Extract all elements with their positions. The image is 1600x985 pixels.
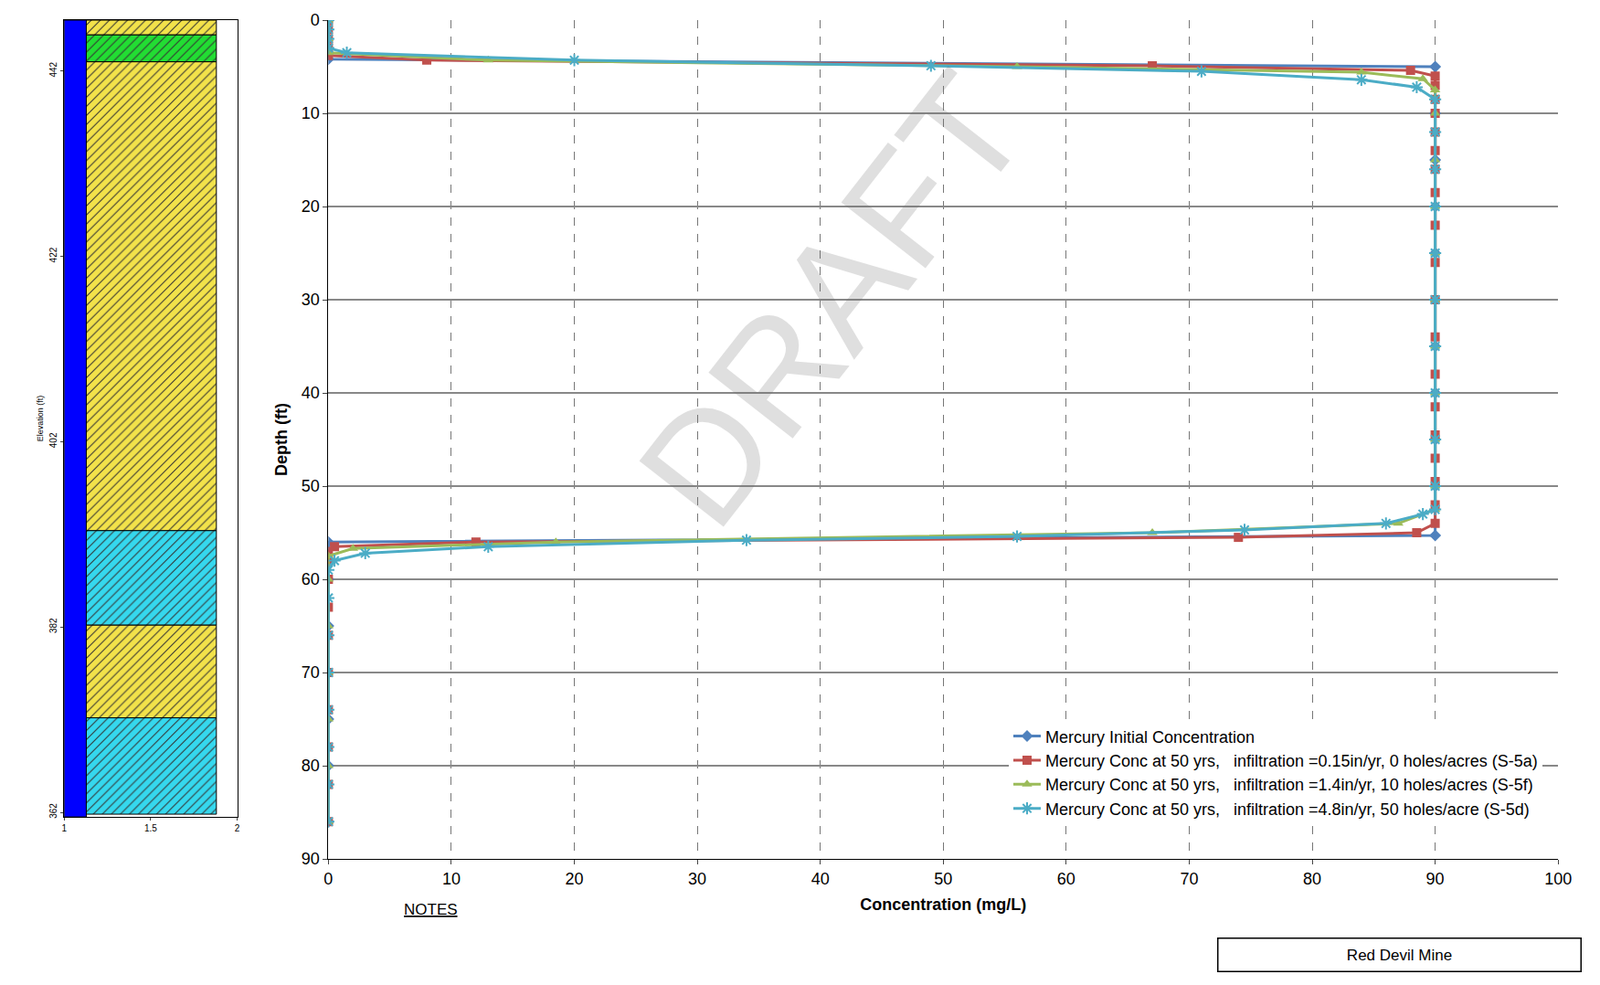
svg-text:50: 50 xyxy=(301,476,320,496)
svg-text:0: 0 xyxy=(323,869,333,889)
svg-text:Concentration (mg/L): Concentration (mg/L) xyxy=(859,895,1027,914)
svg-text:80: 80 xyxy=(1303,869,1322,889)
svg-text:80: 80 xyxy=(301,756,320,775)
svg-text:10: 10 xyxy=(442,869,461,889)
svg-text:50: 50 xyxy=(933,869,953,889)
svg-text:90: 90 xyxy=(1426,869,1445,889)
svg-text:30: 30 xyxy=(688,869,707,889)
svg-text:60: 60 xyxy=(1057,869,1076,889)
svg-text:Mercury Conc at 50 yrs, infi: Mercury Conc at 50 yrs, infiltration =4.… xyxy=(1045,800,1530,819)
svg-text:Red Devil Mine: Red Devil Mine xyxy=(1346,946,1452,965)
svg-text:0: 0 xyxy=(310,10,320,30)
svg-text:442: 442 xyxy=(48,61,59,77)
svg-text:402: 402 xyxy=(48,432,59,448)
svg-text:60: 60 xyxy=(301,570,320,589)
svg-text:1.5: 1.5 xyxy=(144,823,158,834)
svg-text:100: 100 xyxy=(1544,869,1572,889)
svg-text:382: 382 xyxy=(48,617,59,634)
svg-text:DRAFT: DRAFT xyxy=(604,42,1061,557)
svg-text:Elevation (ft): Elevation (ft) xyxy=(35,395,45,443)
svg-text:2: 2 xyxy=(234,823,241,834)
svg-text:362: 362 xyxy=(48,803,59,819)
svg-text:20: 20 xyxy=(565,869,584,889)
svg-text:Mercury Conc at 50 yrs, infi: Mercury Conc at 50 yrs, infiltration =0.… xyxy=(1045,752,1538,771)
svg-text:10: 10 xyxy=(301,104,320,123)
svg-text:40: 40 xyxy=(811,869,830,889)
svg-text:90: 90 xyxy=(301,849,320,869)
svg-text:1: 1 xyxy=(61,823,67,834)
svg-text:Mercury Conc at 50 yrs, infi: Mercury Conc at 50 yrs, infiltration =1.… xyxy=(1045,775,1534,795)
svg-text:422: 422 xyxy=(48,246,59,263)
svg-text:NOTES: NOTES xyxy=(403,900,458,919)
svg-text:20: 20 xyxy=(301,197,320,216)
svg-text:40: 40 xyxy=(301,383,320,403)
svg-text:70: 70 xyxy=(1179,869,1198,889)
svg-text:Mercury Initial Concentration: Mercury Initial Concentration xyxy=(1045,728,1255,747)
svg-text:30: 30 xyxy=(301,290,320,309)
svg-text:Depth (ft): Depth (ft) xyxy=(272,402,291,477)
svg-text:70: 70 xyxy=(301,663,320,682)
